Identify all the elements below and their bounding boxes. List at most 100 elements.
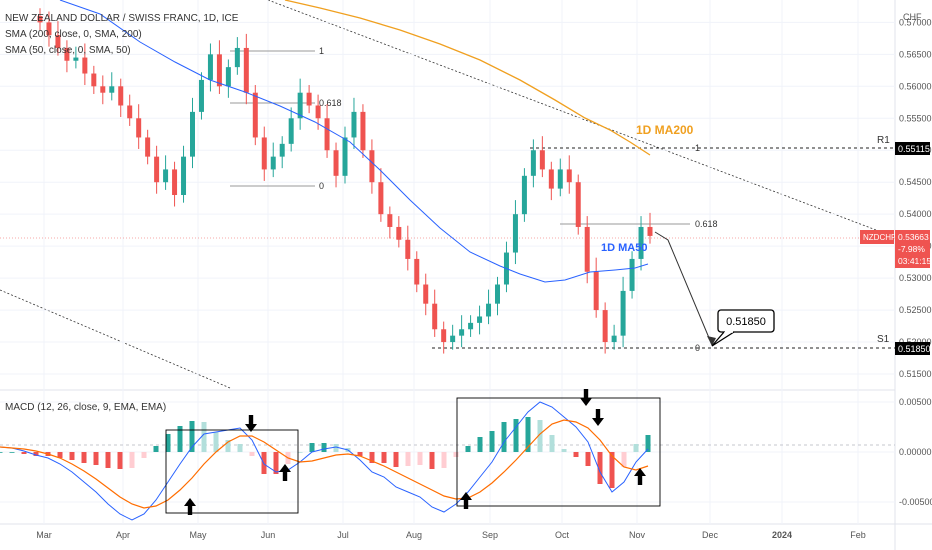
macd-histogram-bar <box>333 444 339 452</box>
countdown-timer: 03:41:15 <box>898 256 931 266</box>
macd-line <box>0 401 649 521</box>
candle-body <box>181 156 187 195</box>
arrow-up-3 <box>460 492 472 509</box>
price-tick-label: 0.53000 <box>899 273 932 283</box>
macd-histogram-bar <box>153 446 159 452</box>
candle-body <box>163 169 169 183</box>
ma50-annotation: 1D MA50 <box>601 242 647 254</box>
macd-histogram-bar <box>573 452 579 457</box>
candle-body <box>279 143 285 157</box>
macd-histogram-bar <box>309 443 315 452</box>
price-tick-label: 0.54000 <box>899 209 932 219</box>
price-tick-label: 0.55500 <box>899 113 932 123</box>
candle-body <box>207 54 213 80</box>
fib-lower-1-label: 1 <box>695 143 700 153</box>
price-axis[interactable]: CHF 0.570000.565000.560000.555000.550000… <box>860 12 932 507</box>
last-price-value: 0.53663 <box>898 232 929 242</box>
candle-body <box>387 214 393 227</box>
macd-tick-label: 0.00500 <box>899 397 932 407</box>
candle-body <box>100 86 106 93</box>
macd-histogram-bar <box>93 452 99 465</box>
macd-histogram-bar <box>477 437 483 452</box>
macd-box-2 <box>456 397 661 507</box>
time-axis[interactable]: Mar Apr May Jun Jul Aug Sep Oct Nov Dec 2024 Feb <box>36 530 866 540</box>
candle-body <box>73 57 79 61</box>
macd-histogram-bar <box>321 443 327 452</box>
macd-histogram-bar <box>441 452 447 468</box>
arrow-up-4 <box>634 468 646 485</box>
price-tick-label: 0.56500 <box>899 49 932 59</box>
candle-body <box>190 111 195 157</box>
lower-trendline <box>0 289 231 389</box>
price-tick-label: 0.56000 <box>899 81 932 91</box>
price-tick-label: 0.57000 <box>899 17 932 27</box>
candle-body <box>378 182 384 215</box>
macd-histogram-bar <box>381 452 387 463</box>
candle-body <box>172 169 178 195</box>
ma50-line <box>59 0 649 283</box>
candle-body <box>539 150 545 170</box>
signal-line <box>0 419 649 509</box>
ma200-line <box>284 0 651 156</box>
candle-body <box>575 182 581 227</box>
arrow-up-1 <box>184 498 196 515</box>
candle-body <box>450 335 456 343</box>
s1-price-tag: 0.51850 <box>895 342 931 355</box>
candle-body <box>477 316 483 323</box>
candle-body <box>521 175 527 215</box>
macd-histogram-bar <box>489 431 495 452</box>
candle-body <box>324 118 330 151</box>
candle-body <box>91 73 97 87</box>
fib-upper-1-label: 1 <box>319 46 324 56</box>
macd-histogram-bar <box>33 452 39 456</box>
candle-body <box>333 150 339 176</box>
candle-body <box>37 15 43 23</box>
candle-body <box>252 92 258 138</box>
macd-histogram-bar <box>81 452 87 463</box>
candle-body <box>109 86 115 93</box>
macd-histogram-bar <box>201 422 207 452</box>
macd-histogram-bar <box>585 452 591 466</box>
time-tick-label: Sep <box>482 530 498 540</box>
macd-histogram-bar <box>561 449 567 452</box>
candle-body <box>530 150 536 176</box>
candle-body <box>225 67 231 87</box>
candle-body <box>369 150 375 183</box>
macd-histogram-bar <box>633 444 639 452</box>
s1-price-value: 0.51850 <box>898 344 931 354</box>
target-callout-text: 0.51850 <box>726 316 766 328</box>
macd-histogram-bar <box>453 452 459 457</box>
macd-histogram-bar <box>621 452 627 467</box>
macd-histogram-bar <box>249 452 255 456</box>
candle-body <box>261 137 267 170</box>
candle-body <box>342 137 348 176</box>
time-tick-label: Mar <box>36 530 52 540</box>
time-tick-label: Oct <box>555 530 570 540</box>
candle-body <box>423 284 429 304</box>
candle-body <box>486 303 492 317</box>
macd-tick-label: -0.00500 <box>899 497 932 507</box>
macd-histogram-bar <box>177 426 183 452</box>
legend: NEW ZEALAND DOLLAR / SWISS FRANC, 1D, IC… <box>5 13 239 413</box>
candle-body <box>468 322 474 330</box>
candle-body <box>82 57 88 74</box>
fib-upper-0618-label: 0.618 <box>319 98 342 108</box>
candle-body <box>216 54 222 87</box>
time-tick-label: Dec <box>702 530 719 540</box>
candle-body <box>145 137 151 157</box>
fib-lower-0618-label: 0.618 <box>695 219 718 229</box>
candle-body <box>441 329 447 343</box>
arrow-down-1 <box>245 415 257 432</box>
price-tick-label: 0.51500 <box>899 369 932 379</box>
candle-body <box>234 47 240 68</box>
target-callout: 0.51850 <box>711 309 775 347</box>
macd-histogram-bar <box>405 452 411 466</box>
macd-histogram-bar <box>369 452 375 463</box>
macd-histogram-bar <box>165 434 171 452</box>
macd-histogram-bar <box>105 452 111 468</box>
candle-body <box>548 169 554 189</box>
macd-tick-label: 0.00000 <box>899 447 932 457</box>
